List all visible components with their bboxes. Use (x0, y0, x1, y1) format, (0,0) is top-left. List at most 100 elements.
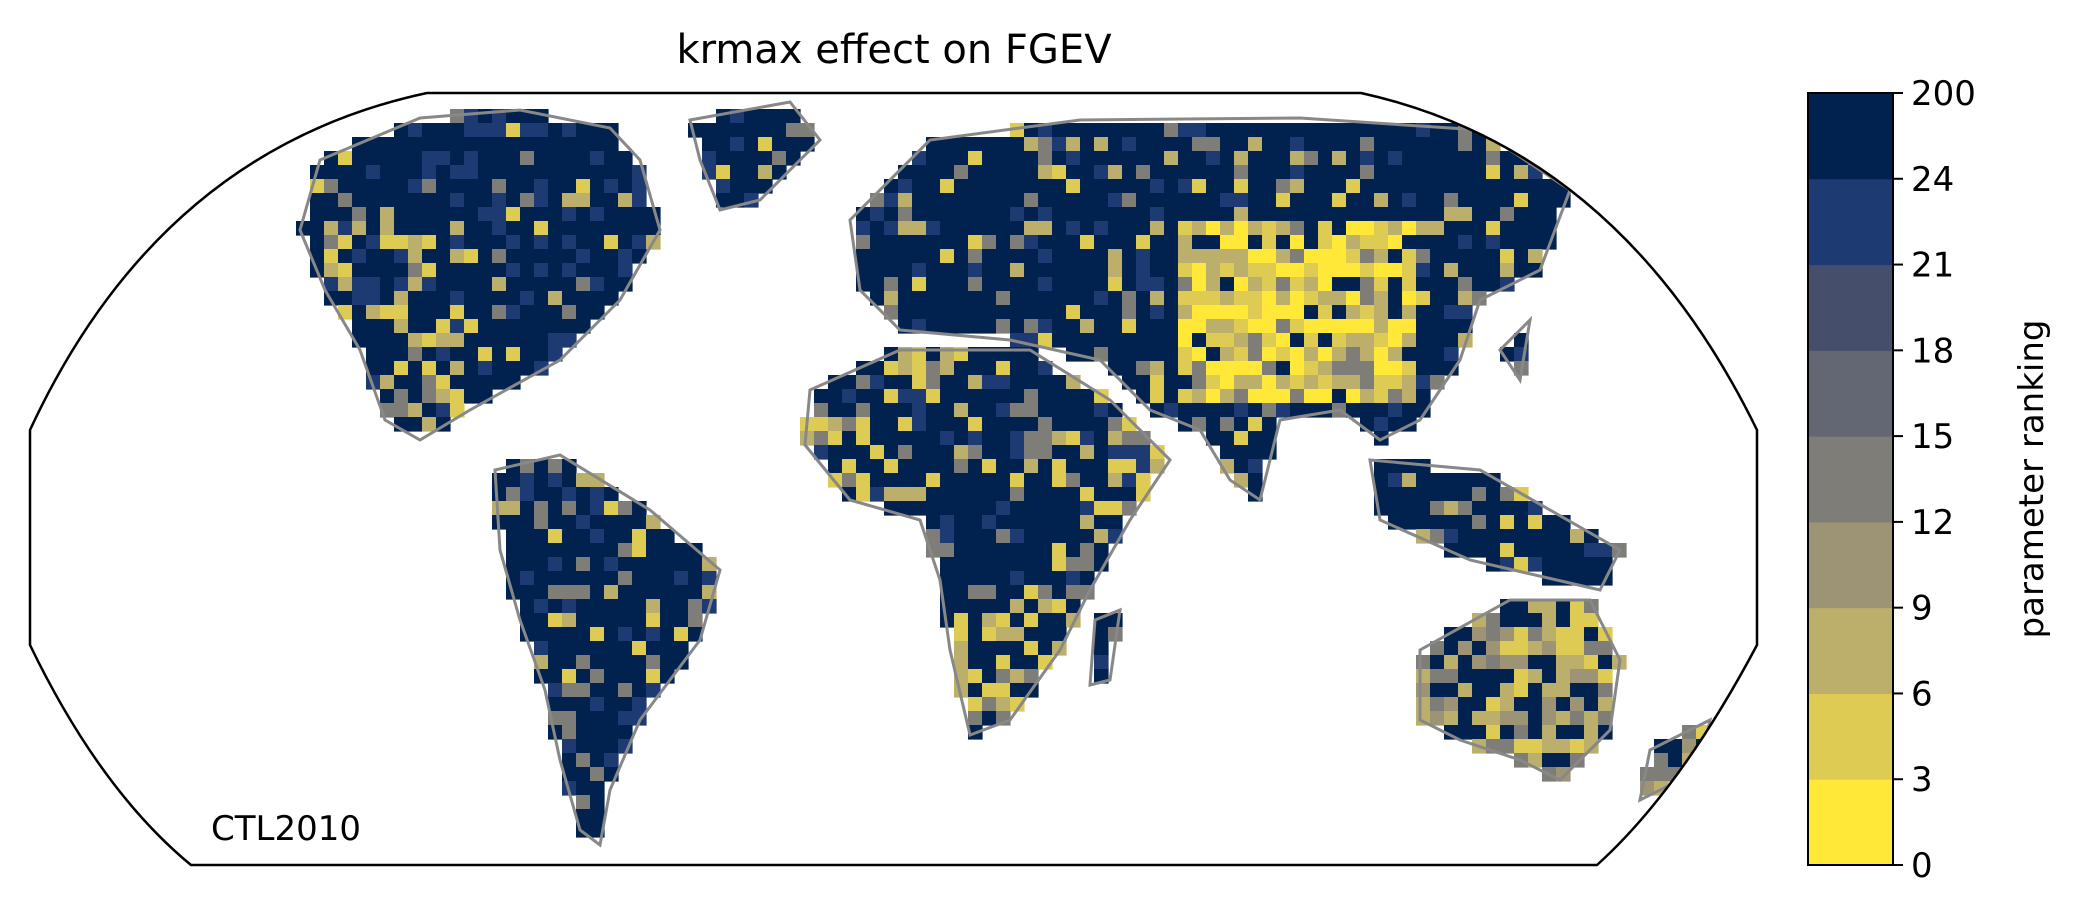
land-cell (1164, 305, 1179, 320)
land-cell (1052, 543, 1067, 558)
land-cell (1430, 263, 1445, 278)
land-cell (1052, 151, 1067, 166)
land-cell (562, 683, 577, 698)
land-cell (1038, 193, 1053, 208)
land-cell (1038, 487, 1053, 502)
land-cell (422, 361, 437, 376)
land-cell (576, 599, 591, 614)
land-cell (1024, 473, 1039, 488)
land-cell (926, 529, 941, 544)
land-cell (1444, 333, 1459, 348)
land-cell (548, 221, 563, 236)
land-cell (1458, 529, 1473, 544)
land-cell (450, 151, 465, 166)
colorbar-bin (1808, 436, 1893, 523)
land-cell (800, 431, 815, 446)
land-cell (1486, 263, 1501, 278)
land-cell (1514, 263, 1529, 278)
land-cell (1066, 235, 1081, 250)
land-cell (1094, 557, 1109, 572)
land-cell (380, 291, 395, 306)
land-cell (1598, 711, 1613, 726)
land-cell (478, 375, 493, 390)
land-cell (534, 459, 549, 474)
land-cell (1458, 683, 1473, 698)
land-pixels (296, 109, 1711, 838)
land-cell (1304, 179, 1319, 194)
land-cell (954, 193, 969, 208)
land-cell (1178, 249, 1193, 264)
land-cell (982, 557, 997, 572)
land-cell (1164, 291, 1179, 306)
land-cell (1360, 193, 1375, 208)
land-cell (632, 179, 647, 194)
land-cell (1080, 445, 1095, 460)
land-cell (1164, 333, 1179, 348)
land-cell (1108, 179, 1123, 194)
land-cell (1010, 515, 1025, 530)
land-cell (1528, 753, 1543, 768)
land-cell (1024, 585, 1039, 600)
land-cell (590, 669, 605, 684)
land-cell (926, 207, 941, 222)
land-cell (1388, 375, 1403, 390)
land-cell (1444, 249, 1459, 264)
land-cell (954, 515, 969, 530)
land-cell (1528, 515, 1543, 530)
land-cell (1416, 263, 1431, 278)
land-cell (1402, 277, 1417, 292)
land-cell (1486, 613, 1501, 628)
land-cell (632, 599, 647, 614)
land-cell (1542, 725, 1557, 740)
land-cell (618, 543, 633, 558)
land-cell (856, 389, 871, 404)
land-cell (1444, 207, 1459, 222)
land-cell (1374, 333, 1389, 348)
land-cell (1010, 361, 1025, 376)
land-cell (968, 445, 983, 460)
land-cell (1556, 753, 1571, 768)
land-cell (1416, 207, 1431, 222)
land-cell (506, 221, 521, 236)
land-cell (380, 361, 395, 376)
land-cell (926, 431, 941, 446)
land-cell (366, 193, 381, 208)
land-cell (1010, 235, 1025, 250)
land-cell (394, 291, 409, 306)
land-cell (1136, 347, 1151, 362)
land-cell (674, 599, 689, 614)
land-cell (954, 165, 969, 180)
land-cell (492, 207, 507, 222)
land-cell (716, 123, 731, 138)
land-cell (1038, 221, 1053, 236)
land-cell (1066, 137, 1081, 152)
land-cell (1514, 249, 1529, 264)
land-cell (436, 375, 451, 390)
land-cell (576, 151, 591, 166)
land-cell (1122, 165, 1137, 180)
land-cell (884, 417, 899, 432)
land-cell (1248, 221, 1263, 236)
land-cell (856, 263, 871, 278)
land-cell (506, 473, 521, 488)
land-cell (506, 137, 521, 152)
land-cell (1080, 557, 1095, 572)
land-cell (576, 781, 591, 796)
colorbar-label: parameter ranking (2012, 320, 2052, 639)
land-cell (1416, 403, 1431, 418)
land-cell (618, 641, 633, 656)
land-cell (366, 277, 381, 292)
land-cell (1080, 263, 1095, 278)
land-cell (1066, 123, 1081, 138)
land-cell (1066, 473, 1081, 488)
land-cell (1402, 165, 1417, 180)
land-cell (534, 599, 549, 614)
land-cell (954, 571, 969, 586)
land-cell (912, 249, 927, 264)
land-cell (618, 683, 633, 698)
land-cell (926, 221, 941, 236)
land-cell (716, 165, 731, 180)
land-cell (1290, 403, 1305, 418)
land-cell (1262, 431, 1277, 446)
land-cell (1094, 445, 1109, 460)
